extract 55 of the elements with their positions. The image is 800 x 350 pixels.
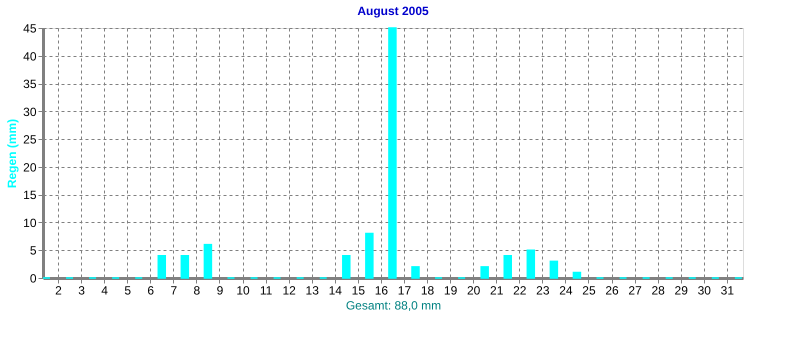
y-tick-label: 35: [23, 77, 37, 92]
x-tick-label: 4: [101, 284, 108, 298]
x-tick-label: 23: [536, 284, 550, 298]
bar: [572, 272, 582, 279]
y-tick-label: 45: [23, 22, 37, 36]
chart-title: August 2005: [357, 4, 429, 18]
x-tick-label: 31: [720, 284, 734, 298]
x-tick-label: 11: [260, 284, 273, 298]
y-tick-label: 25: [23, 132, 37, 147]
x-tick-label: 18: [420, 284, 435, 298]
x-tick-label: 15: [352, 284, 366, 298]
y-tick-label: 5: [30, 244, 37, 258]
x-tick-label: 30: [698, 284, 712, 298]
x-tick-label: 10: [236, 284, 250, 298]
bar: [388, 27, 397, 279]
y-tick-label: 30: [23, 104, 37, 119]
bar: [550, 260, 558, 279]
bar: [342, 255, 351, 279]
x-tick-label: 13: [306, 284, 320, 298]
bar: [526, 249, 536, 279]
x-tick-label: 26: [605, 284, 620, 298]
x-tick-label: 9: [216, 284, 224, 298]
bar: [503, 255, 512, 279]
y-tick-label: 10: [23, 216, 37, 230]
x-axis-title: Gesamt: 88,0 mm: [346, 298, 442, 312]
x-tick-label: 28: [651, 284, 666, 298]
x-tick-label: 25: [582, 284, 596, 298]
y-tick-label: 0: [30, 272, 37, 286]
x-tick-label: 12: [282, 284, 296, 298]
x-tick-label: 5: [124, 284, 132, 298]
y-tick-label: 40: [23, 49, 37, 64]
x-tick-label: 17: [398, 284, 412, 298]
bar: [365, 232, 374, 279]
x-tick-label: 7: [170, 284, 178, 298]
bar: [180, 255, 190, 279]
x-tick-label: 8: [194, 284, 201, 298]
x-tick-label: 20: [466, 284, 481, 298]
x-tick-label: 16: [374, 284, 388, 298]
x-tick-label: 3: [78, 284, 86, 298]
bar: [158, 255, 166, 279]
x-tick-label: 22: [513, 284, 527, 298]
y-tick-label: 20: [23, 160, 37, 174]
x-tick-label: 27: [628, 284, 642, 298]
bar: [411, 266, 420, 279]
x-tick-label: 14: [328, 284, 342, 298]
x-tick-label: 19: [444, 284, 458, 298]
bar: [204, 244, 212, 279]
x-tick-label: 21: [490, 284, 504, 298]
x-tick-label: 6: [147, 284, 154, 298]
y-tick-label: 15: [23, 188, 37, 202]
bar: [480, 266, 489, 279]
x-tick-label: 2: [55, 284, 62, 298]
x-tick-label: 24: [559, 284, 573, 298]
x-tick-label: 29: [674, 284, 688, 298]
y-axis-title: Regen (mm): [5, 118, 20, 188]
